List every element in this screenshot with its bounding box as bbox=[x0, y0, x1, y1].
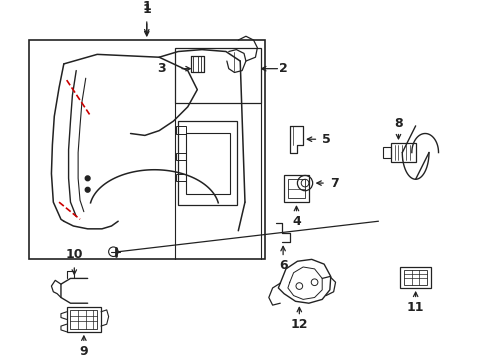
Circle shape bbox=[85, 187, 90, 192]
Bar bbox=[400, 267, 430, 288]
Bar bbox=[175, 48, 261, 103]
Bar bbox=[66, 307, 101, 332]
Bar bbox=[383, 147, 390, 158]
Bar bbox=[390, 143, 415, 162]
Text: 1: 1 bbox=[142, 3, 151, 16]
Circle shape bbox=[85, 176, 90, 181]
Text: 3: 3 bbox=[157, 62, 165, 75]
Text: 5: 5 bbox=[322, 133, 330, 146]
Text: 7: 7 bbox=[329, 177, 338, 190]
Text: 1: 1 bbox=[142, 0, 151, 13]
Bar bbox=[70, 310, 97, 329]
Bar bbox=[176, 126, 185, 134]
Bar bbox=[178, 121, 237, 205]
Text: 12: 12 bbox=[290, 319, 307, 332]
Text: 10: 10 bbox=[65, 248, 83, 261]
Text: 6: 6 bbox=[278, 259, 287, 273]
Text: 8: 8 bbox=[393, 117, 402, 130]
Bar bbox=[28, 40, 264, 259]
Bar bbox=[404, 270, 426, 285]
Text: 2: 2 bbox=[279, 62, 287, 75]
Bar bbox=[287, 179, 305, 198]
Text: 9: 9 bbox=[80, 345, 88, 358]
Bar bbox=[176, 153, 185, 160]
Bar bbox=[185, 132, 229, 194]
Text: 4: 4 bbox=[291, 216, 300, 229]
Text: 11: 11 bbox=[406, 301, 424, 314]
Bar bbox=[284, 175, 308, 202]
Bar bbox=[176, 174, 185, 181]
